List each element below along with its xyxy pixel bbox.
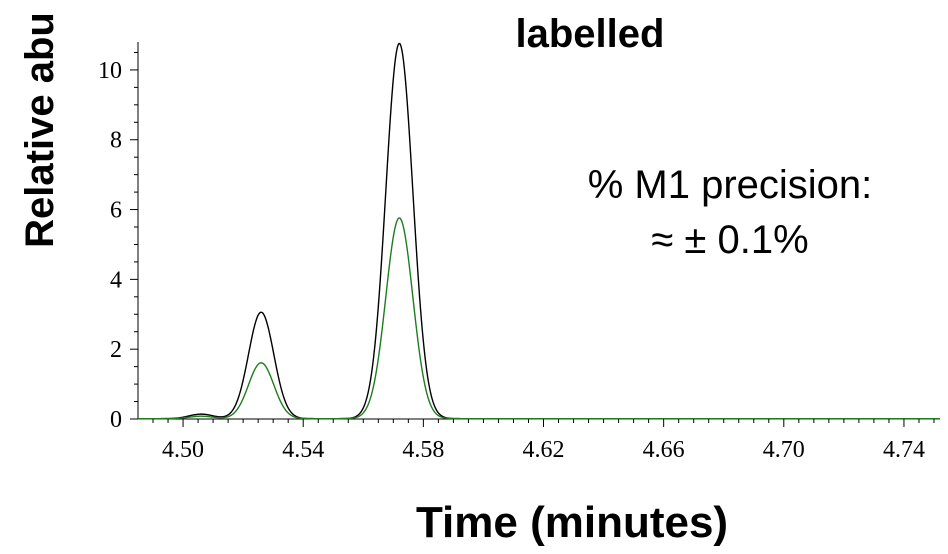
x-tick-label: 4.66 [643,437,685,463]
y-tick-label: 0 [110,407,122,433]
series-layer [138,42,940,420]
series-line-2 [138,217,940,420]
x-axis-title: Time (minutes) [416,498,728,547]
y-tick-label: 6 [110,198,122,224]
annotation-precision-line2: ≈ ± 0.1% [651,218,808,262]
chart-title: labelled [516,12,665,56]
annotation-precision-line1: % M1 precision: [588,163,873,207]
x-tick-label: 4.70 [763,437,805,463]
ticks-layer: 4.50 4.54 4.58 4.62 4.66 4.70 4.74 0 2 4 6 8 10 [98,51,935,463]
x-tick-label: 4.74 [883,437,925,463]
x-tick-label: 4.50 [162,437,204,463]
y-axis-title: Relative abu [18,12,62,248]
x-tick-label: 4.58 [402,437,444,463]
y-tick-label: 4 [110,267,122,293]
x-tick-label: 4.62 [523,437,565,463]
x-tick-label: 4.54 [282,437,324,463]
y-tick-label: 8 [110,128,122,154]
y-tick-label: 2 [110,337,122,363]
series-line-1 [138,42,940,420]
y-tick-label: 10 [98,58,122,84]
axes [137,42,940,420]
